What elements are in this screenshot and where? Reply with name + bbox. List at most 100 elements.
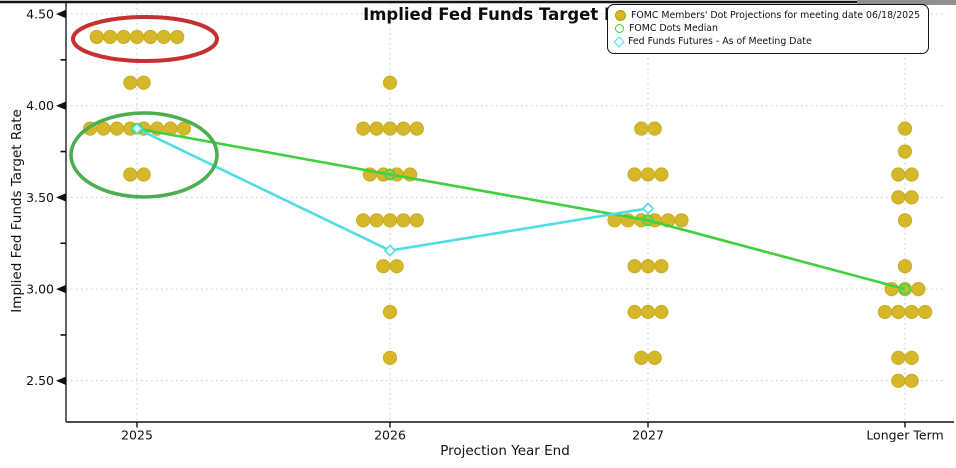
fomc-dot xyxy=(904,304,919,320)
x-tick-label: Longer Term xyxy=(866,428,943,443)
fomc-dot xyxy=(891,167,906,182)
legend-label: FOMC Members' Dot Projections for meetin… xyxy=(631,10,921,21)
fomc-dot xyxy=(156,29,171,45)
y-tick-arrow-icon xyxy=(56,284,66,294)
fomc-dot xyxy=(136,75,151,90)
fomc-dot xyxy=(891,190,906,205)
legend-item-dot-projections[interactable]: FOMC Members' Dot Projections for meetin… xyxy=(615,10,920,21)
futures-marker xyxy=(641,202,655,215)
fomc-dot xyxy=(396,121,411,136)
fomc-dot xyxy=(369,121,384,136)
fomc-dot xyxy=(654,259,669,274)
y-tick-label: 4.00 xyxy=(26,98,54,113)
open-diamond-icon xyxy=(613,35,625,48)
filled-circle-icon xyxy=(615,10,626,21)
fomc-dot xyxy=(109,121,125,136)
fomc-dot xyxy=(904,350,919,365)
fomc-dot xyxy=(654,304,669,320)
fomc-dot xyxy=(911,282,926,297)
fomc-dot xyxy=(897,259,913,274)
fomc-dot xyxy=(627,304,642,320)
fomc-dot xyxy=(409,121,424,136)
y-tick-label: 3.50 xyxy=(26,190,54,205)
median-marker xyxy=(642,214,654,227)
fomc-dot xyxy=(123,75,138,90)
fomc-dot xyxy=(640,167,656,182)
fomc-dot xyxy=(891,350,906,365)
fomc-dot xyxy=(877,304,893,320)
fomc-dot xyxy=(382,121,398,136)
fomc-dot xyxy=(904,373,919,388)
legend-label: Fed Funds Futures - As of Meeting Date xyxy=(628,36,812,47)
red-annotation-ellipse xyxy=(71,15,219,63)
fomc-dot xyxy=(369,213,384,228)
fomc-dot xyxy=(627,259,642,274)
fomc-dot xyxy=(634,350,649,365)
chart-title: Implied Fed Funds Target Rate xyxy=(363,5,647,24)
fomc-dot xyxy=(904,190,919,205)
fomc-dot xyxy=(897,121,913,136)
fomc-dot xyxy=(382,350,398,365)
x-tick-label: 2025 xyxy=(121,428,153,443)
legend-item-dots-median[interactable]: FOMC Dots Median xyxy=(615,23,920,34)
fomc-dot xyxy=(356,213,371,228)
fomc-dot xyxy=(136,167,151,182)
fomc-dot xyxy=(143,29,158,45)
futures-marker xyxy=(383,244,397,257)
fomc-dot xyxy=(89,29,104,45)
fomc-dot xyxy=(376,259,391,274)
median-marker xyxy=(384,168,396,181)
legend-item-fed-funds-futures[interactable]: Fed Funds Futures - As of Meeting Date xyxy=(613,35,920,48)
fomc-dot xyxy=(382,304,398,320)
fomc-dot xyxy=(382,213,398,228)
fomc-dot xyxy=(647,350,662,365)
fomc-dot xyxy=(103,29,118,45)
y-tick-label: 3.00 xyxy=(26,282,54,297)
legend-label: FOMC Dots Median xyxy=(629,23,718,34)
fomc-dot xyxy=(129,29,145,45)
fomc-dot xyxy=(356,121,371,136)
futures-marker xyxy=(130,122,144,135)
y-tick-arrow-icon xyxy=(56,9,66,19)
fomc-dot xyxy=(897,213,913,228)
fomc-dot xyxy=(640,304,656,320)
y-tick-label: 2.50 xyxy=(26,373,54,388)
legend: FOMC Members' Dot Projections for meetin… xyxy=(607,4,930,54)
fomc-dot xyxy=(96,121,111,136)
fomc-dot xyxy=(891,304,906,320)
fomc-dot xyxy=(674,213,689,228)
fomc-dot xyxy=(170,29,185,45)
open-circle-icon xyxy=(615,24,624,33)
fomc-dot xyxy=(409,213,424,228)
fomc-dot xyxy=(123,167,138,182)
fomc-dot xyxy=(382,75,398,90)
fomc-dot xyxy=(640,259,656,274)
fomc-dot xyxy=(891,373,906,388)
fomc-dot xyxy=(918,304,933,320)
fomc-dot xyxy=(627,167,642,182)
green-annotation-ellipse xyxy=(69,111,219,199)
y-axis-title: Implied Fed Funds Target Rate xyxy=(9,109,25,313)
y-tick-arrow-icon xyxy=(56,193,66,202)
y-tick-label: 4.50 xyxy=(26,6,54,21)
y-tick-arrow-icon xyxy=(56,101,66,110)
x-tick-label: 2026 xyxy=(374,428,406,443)
fomc-dot xyxy=(647,121,662,136)
fomc-dot xyxy=(176,121,191,136)
fomc-dot xyxy=(634,121,649,136)
fomc-dot xyxy=(897,144,913,159)
fomc-dot xyxy=(389,259,404,274)
x-axis-title: Projection Year End xyxy=(440,443,570,459)
median-line xyxy=(136,127,906,291)
top-right-scrollbar-fragment xyxy=(857,0,956,5)
median-marker xyxy=(899,283,911,296)
x-tick-label: 2027 xyxy=(632,428,664,443)
fomc-dot xyxy=(904,167,919,182)
fomc-dot xyxy=(116,29,131,45)
fomc-dot xyxy=(396,213,411,228)
y-tick-arrow-icon xyxy=(56,376,66,385)
fomc-dot xyxy=(654,167,669,182)
futures-line xyxy=(136,127,649,252)
